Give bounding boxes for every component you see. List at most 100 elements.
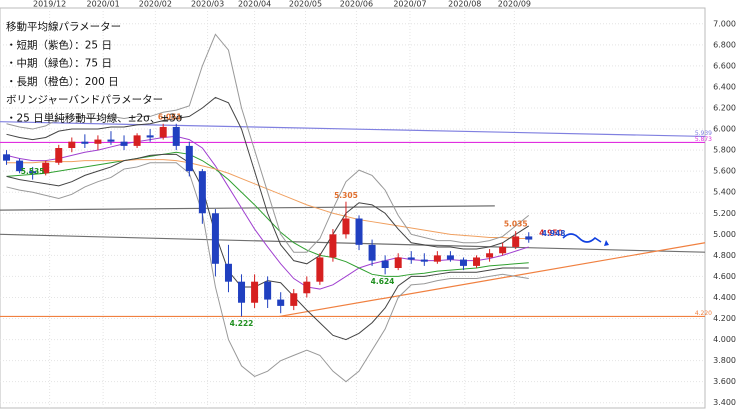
candle-body	[68, 141, 76, 148]
candle-body	[473, 257, 481, 266]
candle-body	[146, 135, 154, 138]
trend-line	[279, 242, 706, 318]
candle-body	[499, 246, 507, 254]
candle-body	[277, 299, 285, 306]
wave-arrow	[562, 233, 602, 243]
indicator-line	[6, 135, 529, 290]
price-annotation: 6.051	[158, 113, 182, 122]
candle-body	[264, 281, 272, 300]
candle-body	[3, 154, 11, 161]
y-tick-label: 3.600	[713, 377, 736, 386]
candle-body	[525, 236, 533, 240]
candle-body	[94, 139, 102, 144]
indicator-line	[6, 162, 529, 383]
price-annotation: 5.305	[334, 191, 358, 200]
x-tick-label: 2020/04	[238, 0, 271, 9]
price-annotation: 4.624	[371, 277, 395, 286]
candle-body	[316, 257, 324, 282]
y-tick-label: 5.000	[713, 230, 736, 239]
candle-body	[81, 141, 89, 144]
y-tick-label: 6.000	[713, 125, 736, 134]
candle-body	[133, 135, 141, 146]
candle-body	[329, 234, 337, 258]
y-tick-label: 7.000	[713, 19, 736, 28]
candle-body	[420, 259, 428, 262]
candle-body	[198, 171, 206, 214]
y-tick-label: 6.400	[713, 82, 736, 91]
trend-line	[0, 233, 706, 253]
y-tick-label: 3.400	[713, 398, 736, 407]
y-tick-label: 4.400	[713, 293, 736, 302]
price-annotation: 5.035	[504, 220, 528, 229]
indicator-line	[6, 33, 530, 253]
candle-body	[446, 255, 454, 260]
price-annotation: 5.535	[21, 167, 45, 176]
y-tick-label: 4.600	[713, 272, 736, 281]
note-line: ・25 日単純移動平均線、±2σ、±3σ	[6, 112, 183, 125]
y-tick-label: 6.800	[713, 40, 736, 49]
candle-body	[159, 126, 167, 138]
y-tick-label: 5.400	[713, 188, 736, 197]
candle-body	[42, 162, 50, 174]
candle-body	[55, 148, 63, 163]
x-tick-label: 2020/02	[139, 0, 172, 9]
y-tick-label: 3.800	[713, 356, 736, 365]
candle-body	[251, 281, 259, 303]
note-line: 移動平均線パラメーター	[6, 20, 121, 33]
candle-body	[303, 281, 311, 294]
x-tick-label: 2020/07	[393, 0, 426, 9]
line-label: 5.873	[695, 136, 712, 143]
candle-body	[394, 257, 402, 268]
candle-body	[107, 139, 115, 142]
note-line: ・短期（紫色）：25 日	[6, 38, 112, 51]
x-tick-label: 2019/12	[33, 0, 66, 9]
candle-body	[407, 257, 415, 260]
candle-body	[486, 253, 494, 258]
note-line: ボリンジャーバンドパラメーター	[6, 94, 163, 106]
y-tick-label: 5.200	[713, 209, 736, 218]
labels: 6.051 5.535 4.222 5.305 4.624 5.035 4.9504.948…	[6, 20, 565, 328]
y-tick-label: 6.600	[713, 61, 736, 70]
note-line: ・長期（橙色）：200 日	[6, 75, 119, 88]
price-annotation: 4.950	[539, 229, 563, 238]
x-tick-label: 2020/09	[498, 0, 531, 9]
x-tick-label: 2020/08	[448, 0, 481, 9]
candle-body	[342, 218, 350, 235]
x-tick-label: 2020/05	[289, 0, 322, 9]
candle-body	[355, 218, 363, 245]
line-label: 4.220	[695, 310, 712, 317]
y-tick-label: 4.200	[713, 314, 736, 323]
candle-body	[185, 145, 193, 172]
y-tick-label: 5.600	[713, 167, 736, 176]
candle-body	[512, 236, 520, 247]
candle-body	[238, 281, 246, 303]
y-tick-label: 6.200	[713, 104, 736, 113]
price-annotation: 4.222	[230, 319, 254, 328]
candle-body	[433, 255, 441, 262]
note-line: ・中期（緑色）：75 日	[6, 57, 112, 70]
x-tick-label: 2020/01	[87, 0, 120, 9]
y-tick-label: 5.800	[713, 146, 736, 155]
trend-line	[0, 205, 495, 211]
trend-line	[0, 121, 706, 138]
candle-body	[381, 260, 389, 268]
y-tick-label: 4.000	[713, 335, 736, 344]
x-tick-label: 2020/03	[191, 0, 224, 9]
indicator-line	[6, 159, 529, 240]
candle-body	[120, 141, 128, 146]
candle-body	[172, 126, 180, 146]
indicator-line	[6, 96, 530, 265]
price-annotation: 4.948	[542, 229, 566, 238]
y-tick-label: 4.800	[713, 251, 736, 260]
candle-body	[211, 213, 219, 264]
arrow-head	[604, 240, 609, 246]
candle-body	[368, 244, 376, 261]
x-tick-label: 2020/06	[340, 0, 373, 9]
indicator-line	[6, 151, 529, 277]
candle-body	[290, 293, 298, 306]
candles	[3, 123, 533, 317]
candle-body	[459, 259, 467, 266]
candle-body	[224, 263, 232, 282]
